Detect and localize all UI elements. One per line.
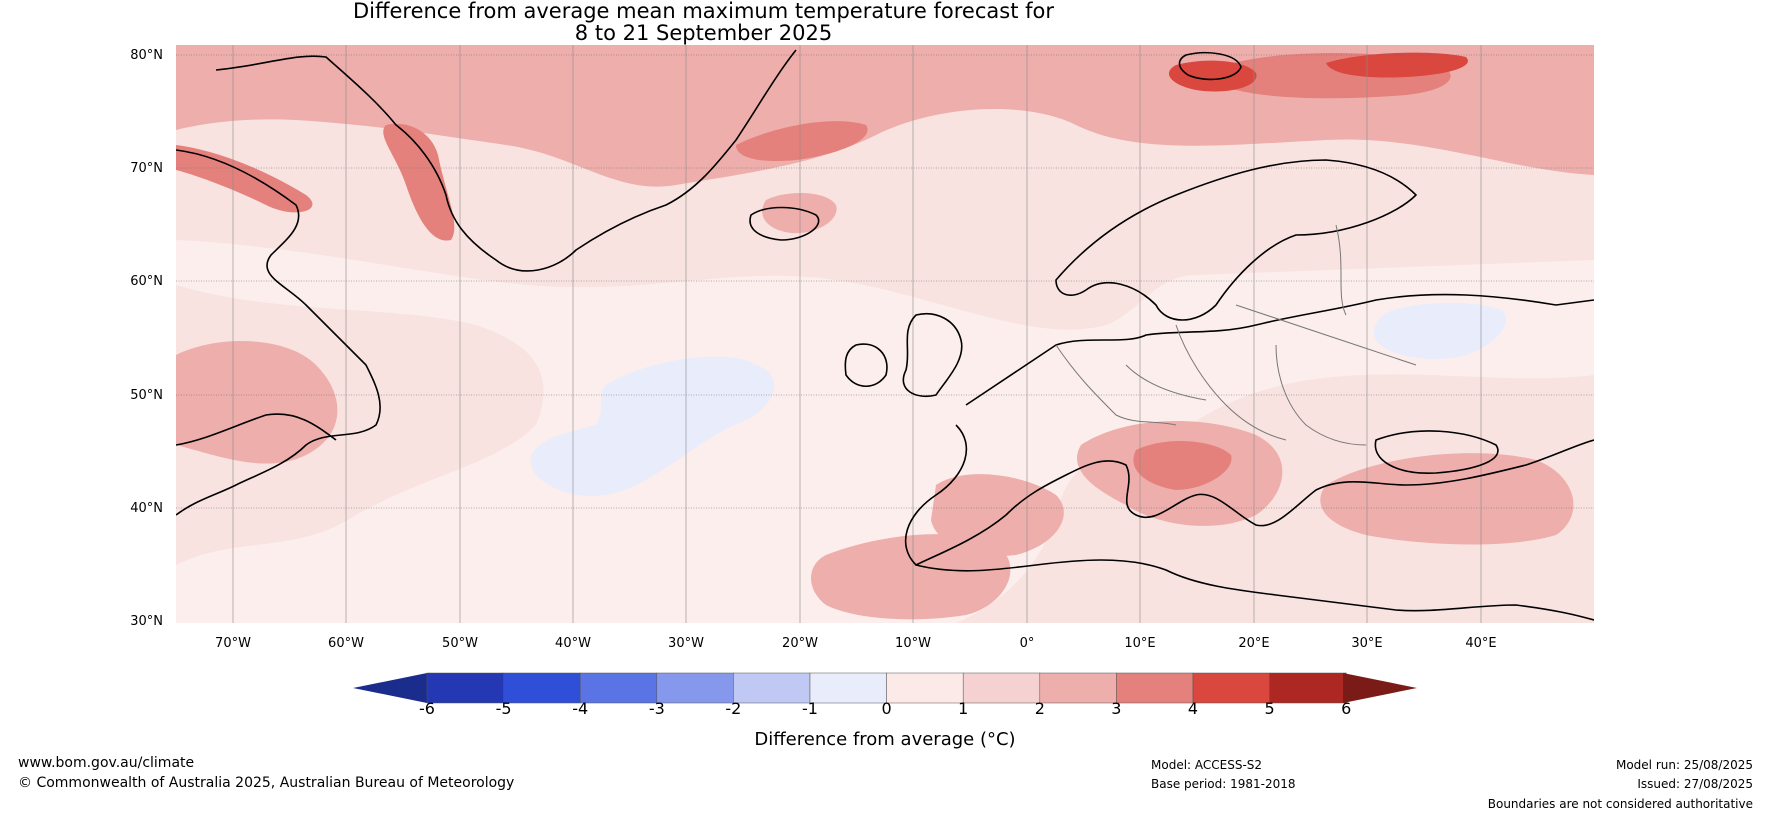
colorbar-segment (1116, 672, 1194, 704)
lon-label-40w: 40°W (555, 636, 591, 651)
colorbar-segment (733, 672, 811, 704)
north-africa-coast (915, 559, 1594, 621)
coastlines (176, 49, 1594, 621)
anomaly-band-3-4-balkans (1133, 440, 1232, 490)
footer-model: Model: ACCESS-S2 (1151, 758, 1263, 772)
border-4 (1275, 344, 1367, 446)
lon-label-10e: 10°E (1124, 636, 1156, 651)
anomaly-band-4-5-svalbard (1168, 60, 1257, 92)
meridians (232, 45, 1482, 623)
colorbar-segment (809, 672, 887, 704)
chart-title-line-2: 8 to 21 September 2025 (574, 21, 833, 45)
colorbar-tick-label: 4 (1187, 699, 1199, 718)
colorbar-extend-high (1343, 673, 1417, 703)
border-3 (1235, 304, 1417, 366)
footer-issued: Issued: 27/08/2025 (1637, 777, 1753, 791)
colorbar (353, 672, 1417, 704)
colorbar-segment (503, 672, 581, 704)
footer-disclaimer: Boundaries are not considered authoritat… (1487, 797, 1753, 811)
lon-label-0: 0° (1019, 636, 1035, 651)
colorbar-tick-label: -1 (802, 699, 818, 718)
colorbar-extend-low (353, 673, 427, 703)
border-6 (1335, 224, 1347, 316)
mediterranean-coast (904, 424, 1594, 566)
colorbar-label: Difference from average (°C) (754, 729, 1016, 750)
lon-label-10w: 10°W (895, 636, 931, 651)
colorbar-tick-label: 2 (1034, 699, 1045, 718)
ireland-coast (844, 343, 888, 388)
footer-base-period: Base period: 1981-2018 (1151, 777, 1296, 791)
anomaly-band-0-1 (176, 240, 1594, 623)
iceland-coast (749, 206, 820, 241)
colorbar-segment (1192, 672, 1270, 704)
colorbar-tick-label: -4 (572, 699, 589, 718)
anomaly-shading (176, 45, 1594, 623)
anomaly-band-3-4-greenland-sea (736, 121, 868, 162)
colorbar-tick-label: -6 (419, 699, 435, 718)
lat-label-70n: 70°N (130, 161, 163, 176)
colorbar-segment (1269, 672, 1347, 704)
canada-coast (176, 149, 381, 516)
britain-coast (902, 313, 963, 397)
colorbar-tick-label: 1 (958, 699, 969, 718)
lon-label-20w: 20°W (782, 636, 818, 651)
border-1 (1055, 344, 1177, 426)
footer-copyright: © Commonwealth of Australia 2025, Austra… (18, 775, 515, 791)
colorbar-tick-label: -3 (648, 699, 665, 718)
colorbar-segments (426, 672, 1347, 704)
colorbar-tick-label: -2 (725, 699, 742, 718)
colorbar-segment (962, 672, 1041, 704)
footer-model-run: Model run: 25/08/2025 (1615, 758, 1753, 772)
border-2 (1175, 324, 1287, 441)
colorbar-tick-label: 6 (1341, 699, 1352, 718)
lon-label-20e: 20°E (1238, 636, 1270, 651)
chart-title-line-1: Difference from average mean maximum tem… (353, 0, 1054, 23)
anomaly-band-minus1-0-east (1374, 302, 1507, 360)
lon-label-70w: 70°W (215, 636, 251, 651)
lon-label-30w: 30°W (668, 636, 704, 651)
scandinavia-coast (1055, 159, 1417, 321)
border-5 (1125, 364, 1207, 401)
colorbar-tick-label: 0 (881, 699, 892, 718)
lon-label-50w: 50°W (442, 636, 478, 651)
colorbar-tick-label: 3 (1111, 699, 1122, 718)
north-europe-coast (965, 293, 1594, 406)
gulf-st-lawrence (176, 413, 337, 446)
lon-label-40e: 40°E (1465, 636, 1497, 651)
svalbard-coast (1178, 51, 1242, 81)
forecast-map (176, 45, 1594, 623)
colorbar-segment (886, 672, 964, 704)
lat-label-40n: 40°N (130, 501, 163, 516)
colorbar-segment (656, 672, 734, 704)
lat-label-30n: 30°N (130, 614, 163, 629)
lon-label-60w: 60°W (328, 636, 364, 651)
colorbar-segment (1039, 672, 1117, 704)
anomaly-band-2-3-turkey (1320, 453, 1574, 545)
colorbar-tick-label: 5 (1264, 699, 1275, 718)
lat-label-80n: 80°N (130, 48, 163, 63)
anomaly-band-minus1-0 (530, 356, 775, 496)
country-borders (1055, 224, 1417, 446)
lat-label-50n: 50°N (130, 388, 163, 403)
colorbar-segment (426, 672, 504, 704)
colorbar-segment (579, 672, 658, 704)
anomaly-band-3-4-greenland-coast (383, 123, 455, 241)
anomaly-band-3-4-baffin (176, 145, 313, 213)
footer-website: www.bom.gov.au/climate (18, 755, 195, 771)
colorbar-tick-label: -5 (495, 699, 512, 718)
lon-label-30e: 30°E (1351, 636, 1383, 651)
greenland-coast (215, 49, 797, 272)
anomaly-band-2-3-africa (811, 534, 1011, 620)
black-sea-coast (1374, 430, 1499, 474)
anomaly-band-4-5-barents (1326, 52, 1468, 78)
lat-label-60n: 60°N (130, 274, 163, 289)
